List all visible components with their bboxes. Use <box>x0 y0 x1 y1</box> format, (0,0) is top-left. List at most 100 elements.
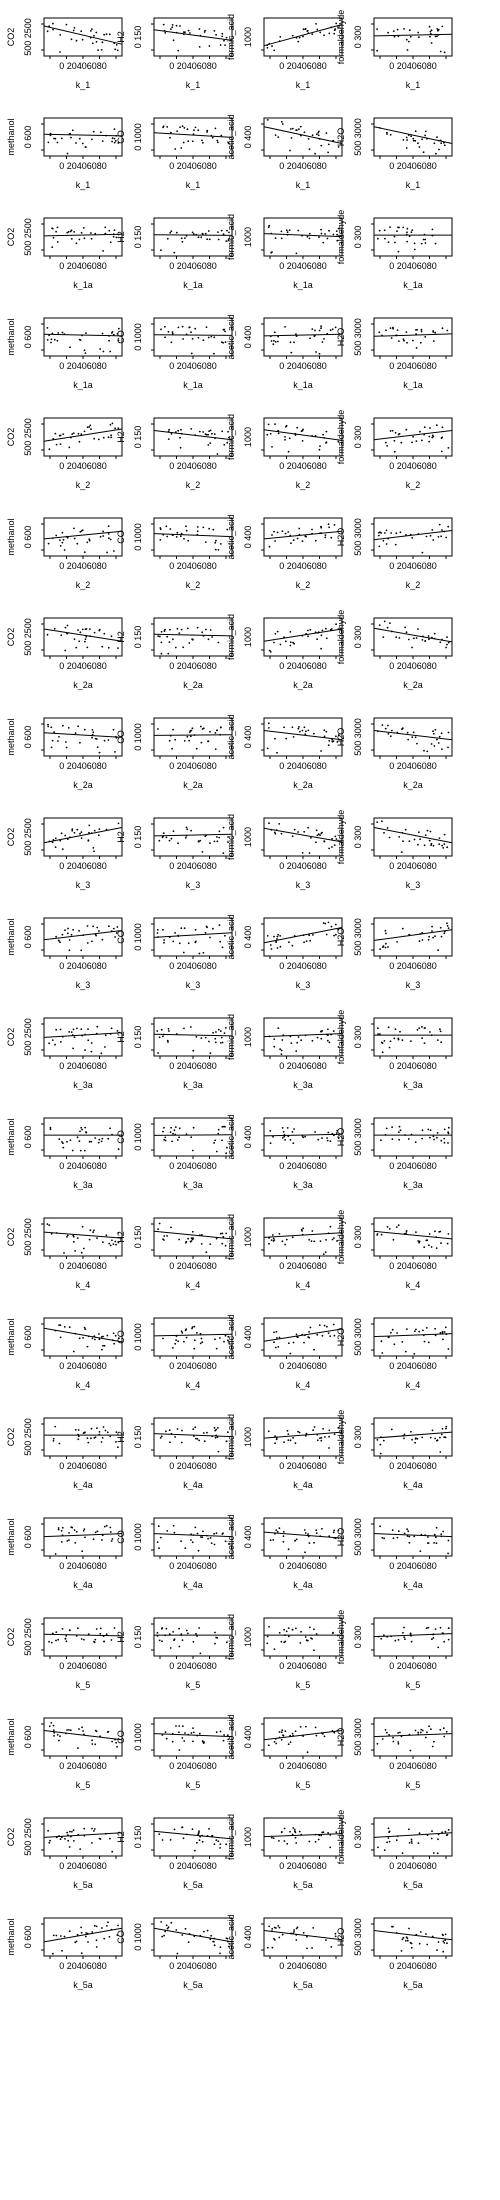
data-point <box>295 333 297 335</box>
data-point <box>47 725 50 728</box>
data-point <box>315 1529 318 1532</box>
data-point <box>312 934 314 936</box>
data-point <box>74 1542 77 1544</box>
data-point <box>315 133 318 136</box>
data-point <box>278 1233 281 1235</box>
data-point <box>444 1830 447 1833</box>
data-point <box>156 1541 159 1543</box>
data-point <box>308 1331 310 1333</box>
data-point <box>436 1439 438 1442</box>
data-point <box>174 646 177 649</box>
data-point <box>54 432 57 435</box>
data-point <box>379 1525 381 1528</box>
y-axis-label: CO <box>116 1330 126 1344</box>
data-point <box>108 925 110 928</box>
data-point <box>426 829 429 832</box>
data-point <box>306 1751 309 1754</box>
data-point <box>423 844 426 847</box>
data-point <box>391 1126 393 1129</box>
data-point <box>285 229 288 232</box>
data-point <box>59 51 61 53</box>
x-axis-label: k_1 <box>296 180 311 190</box>
data-point <box>216 836 218 838</box>
data-point <box>272 1539 275 1541</box>
plot-frame <box>43 1717 123 1757</box>
fit-line <box>373 1333 453 1338</box>
x-axis-label: k_1a <box>183 280 203 290</box>
data-point <box>163 1138 166 1141</box>
data-point <box>61 848 64 850</box>
data-point <box>195 1632 197 1635</box>
data-point <box>308 934 311 937</box>
fit-line <box>43 1032 123 1038</box>
x-tick-labels: 0 20406080 <box>279 861 327 871</box>
data-point <box>267 1744 270 1747</box>
data-point <box>274 423 276 425</box>
data-point <box>320 634 323 637</box>
data-point <box>328 1041 331 1044</box>
data-point <box>293 828 296 831</box>
data-point <box>378 229 381 232</box>
data-point <box>296 1926 299 1929</box>
data-point <box>273 1648 276 1650</box>
data-point <box>95 40 98 43</box>
data-point <box>112 1332 115 1335</box>
data-point <box>381 1352 384 1354</box>
data-point <box>111 1538 114 1540</box>
data-point <box>168 839 171 842</box>
data-point <box>158 1639 161 1642</box>
data-point <box>387 1026 390 1029</box>
data-point <box>59 1838 62 1840</box>
data-point <box>273 1937 275 1940</box>
data-point <box>443 144 446 147</box>
data-point <box>225 36 228 39</box>
fit-line <box>373 627 453 643</box>
data-point <box>433 1138 435 1141</box>
data-point <box>308 1542 311 1544</box>
data-point <box>308 1336 311 1339</box>
data-point <box>397 1038 400 1041</box>
data-point <box>282 1530 285 1533</box>
plot-frame <box>153 17 233 57</box>
y-axis-label: H2O <box>336 1728 346 1747</box>
data-point <box>60 137 63 140</box>
data-point <box>411 1842 413 1844</box>
data-point <box>271 446 273 448</box>
data-point <box>91 1337 94 1340</box>
data-point <box>194 126 197 129</box>
x-axis-label: k_5a <box>403 1880 423 1890</box>
y-axis-label: H2 <box>116 1431 126 1443</box>
data-point <box>176 1428 179 1430</box>
data-point <box>306 235 309 238</box>
y-axis-label: formic_acid <box>226 1814 236 1860</box>
data-point <box>273 1038 276 1040</box>
data-point <box>200 1037 203 1039</box>
data-point <box>298 1830 301 1833</box>
data-point <box>171 332 174 335</box>
data-point <box>58 1442 61 1445</box>
data-point <box>289 644 292 647</box>
data-point <box>406 1528 408 1531</box>
plot-frame <box>373 1617 453 1657</box>
data-point <box>200 1536 202 1538</box>
data-point <box>78 137 81 140</box>
data-point <box>411 229 414 232</box>
data-point <box>201 233 204 235</box>
y-tick-labels: 0 400 <box>243 326 253 349</box>
x-tick-labels: 0 20406080 <box>169 1861 217 1871</box>
data-point <box>434 1437 437 1440</box>
data-point <box>94 1436 97 1439</box>
data-point <box>219 44 222 46</box>
data-point <box>431 228 434 231</box>
data-point <box>180 147 183 149</box>
data-point <box>269 432 272 435</box>
x-tick-labels: 0 20406080 <box>389 61 437 71</box>
x-axis-label: k_5a <box>293 1880 313 1890</box>
data-point <box>409 1633 412 1635</box>
data-point <box>65 1640 68 1643</box>
data-point <box>405 1230 408 1232</box>
